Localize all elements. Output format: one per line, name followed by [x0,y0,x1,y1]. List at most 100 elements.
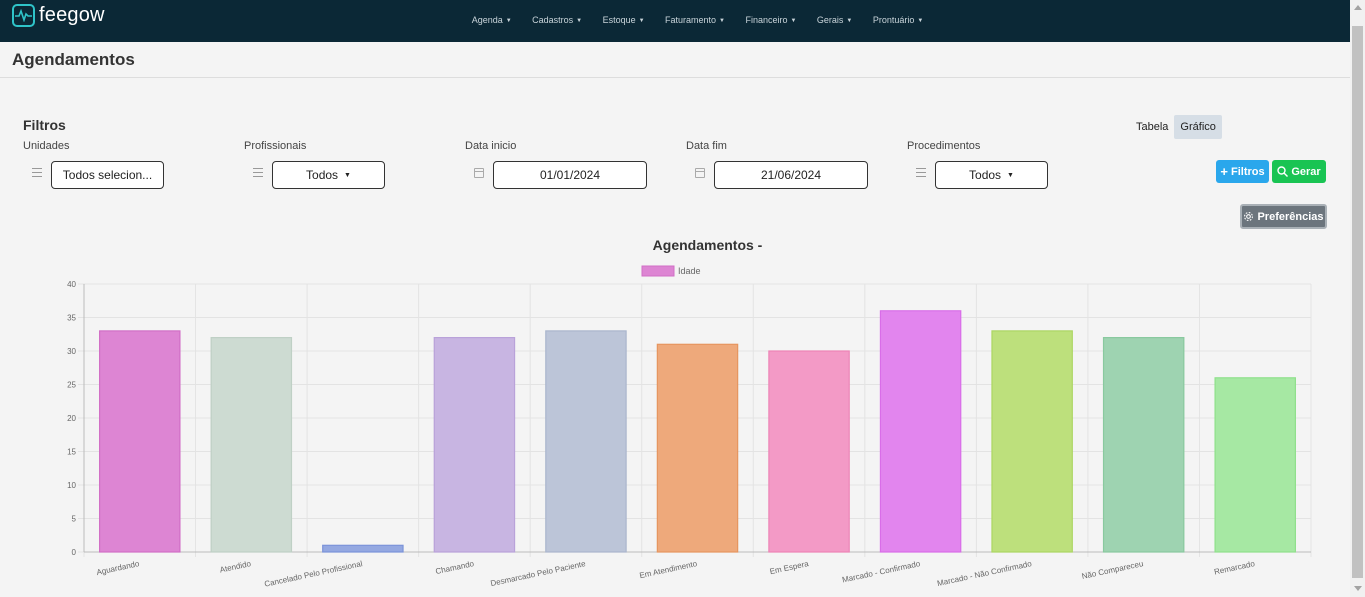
preferencias-label: Preferências [1257,210,1324,223]
menu-icon [32,168,42,177]
unidades-label: Unidades [23,140,70,152]
y-tick-label: 40 [67,280,76,289]
y-tick-label: 5 [72,515,77,524]
nav-label: Prontuário [872,15,915,25]
y-tick-label: 0 [72,548,77,557]
x-tick-label: Remarcado [1213,559,1256,577]
legend-label: Idade [678,266,701,276]
x-tick-label: Cancelado Pelo Profissional [264,559,364,589]
profissionais-select[interactable]: Todos ▼ [272,161,385,189]
caret-down-icon: ▼ [1007,171,1014,179]
bar [879,310,962,553]
bar [1102,336,1185,553]
procedimentos-label: Procedimentos [907,140,981,152]
x-tick-label: Em Atendimento [639,559,699,580]
nav-label: Agenda [471,15,503,25]
x-tick-label: Atendido [219,559,252,574]
bar [433,336,516,553]
filters-title: Filtros [23,117,66,133]
gear-icon [1244,212,1254,221]
add-filter-button[interactable]: + Filtros [1216,160,1269,183]
calendar-icon [695,168,705,178]
y-tick-label: 35 [67,314,76,323]
procedimentos-select[interactable]: Todos ▼ [935,161,1048,189]
app-name: feegow [39,4,105,26]
x-tick-label: Marcado - Não Confirmado [936,559,1033,588]
nav-financeiro[interactable]: Financeiro ▼ [745,15,796,25]
top-navbar: feegow Agenda ▼ Cadastros ▼ Estoque ▼ Fatur… [0,0,1350,42]
bar-chart: Agendamentos - Idade 0 5 10 15 20 25 30 35 40 Aguar… [67,237,1312,589]
data-inicio-input[interactable]: 01/01/2024 [493,161,647,189]
profissionais-label: Profissionais [244,140,307,152]
view-toggle: Tabela Gráfico [1130,115,1222,139]
nav-label: Gerais [816,15,844,25]
data-fim-input[interactable]: 21/06/2024 [714,161,868,189]
bar [1214,377,1296,553]
pulse-icon [12,4,35,27]
page-title: Agendamentos [12,50,135,69]
nav-label: Estoque [602,15,636,25]
data-inicio-value: 01/01/2024 [539,168,601,182]
preferences-button[interactable]: Preferências [1240,204,1327,229]
scroll-up-icon[interactable] [1354,5,1362,10]
nav-label: Cadastros [532,15,574,25]
chart-title: Agendamentos - [653,237,763,253]
bar [545,330,627,553]
nav-agenda[interactable]: Agenda ▼ [472,15,512,25]
bar [768,350,850,553]
chevron-down-icon: ▼ [638,18,645,24]
y-tick-label: 15 [67,448,76,457]
x-tick-label: Chamando [435,559,476,576]
app-logo[interactable]: feegow [12,4,105,27]
caret-down-icon: ▼ [344,171,351,179]
unidades-value: Todos selecion... [62,168,153,182]
procedimentos-value: Todos [969,168,1002,182]
calendar-icon [474,168,484,178]
bar [656,343,739,553]
x-tick-label: Em Espera [769,559,810,576]
page-header: Agendamentos [0,42,1350,78]
nav-label: Financeiro [745,15,788,25]
tab-tabela[interactable]: Tabela [1136,121,1169,133]
scroll-thumb[interactable] [1352,26,1363,578]
menu-icon [916,168,926,177]
legend-swatch [641,265,675,277]
y-tick-label: 20 [67,414,76,423]
nav-label: Faturamento [665,15,717,25]
chevron-down-icon: ▼ [917,18,924,24]
x-tick-label: Aguardando [96,559,141,577]
nav-estoque[interactable]: Estoque ▼ [603,15,645,25]
x-tick-label: Não Compareceu [1081,559,1144,581]
scroll-down-icon[interactable] [1354,586,1362,591]
chevron-down-icon: ▼ [846,18,853,24]
nav-faturamento[interactable]: Faturamento ▼ [665,15,725,25]
vertical-scrollbar[interactable] [1350,0,1365,597]
chevron-down-icon: ▼ [790,18,797,24]
search-icon [1277,166,1289,177]
y-tick-label: 10 [67,481,76,490]
data-fim-value: 21/06/2024 [760,168,822,182]
chevron-down-icon: ▼ [576,18,583,24]
generate-button[interactable]: Gerar [1272,160,1326,183]
nav-gerais[interactable]: Gerais ▼ [817,15,852,25]
data-inicio-label: Data inicio [465,140,517,152]
plus-icon: + [1220,164,1228,179]
y-tick-label: 30 [67,347,76,356]
y-tick-label: 25 [67,381,76,390]
nav-prontuario[interactable]: Prontuário ▼ [873,15,923,25]
chevron-down-icon: ▼ [505,18,512,24]
nav-cadastros[interactable]: Cadastros ▼ [532,15,582,25]
data-fim-label: Data fim [686,140,727,152]
chevron-down-icon: ▼ [719,18,725,24]
filtros-label: Filtros [1230,165,1265,178]
menu-icon [253,168,263,177]
x-tick-label: Desmarcado Pelo Paciente [490,559,587,588]
profissionais-value: Todos [306,168,339,182]
x-tick-label: Marcado - Confirmado [841,559,921,584]
bar [322,544,404,553]
unidades-select[interactable]: Todos selecion... [51,161,164,189]
tab-grafico[interactable]: Gráfico [1174,115,1222,139]
main-menu: Agenda ▼ Cadastros ▼ Estoque ▼ Faturamento ▼… [0,10,1350,28]
gerar-label: Gerar [1291,165,1321,178]
bar [99,330,181,553]
